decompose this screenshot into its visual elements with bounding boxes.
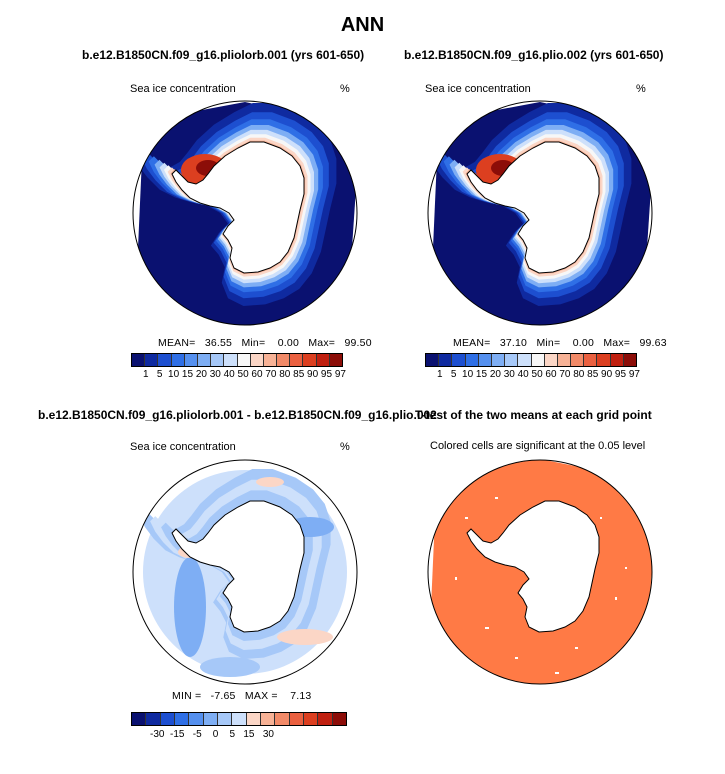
colorbar-swatch [543,354,557,366]
colorbar-swatch [328,354,342,366]
colorbar-swatch [170,354,184,366]
panel3-title: b.e12.B1850CN.f09_g16.pliolorb.001 - b.e… [38,408,437,422]
colorbar-swatch [288,713,303,725]
panel3-map [132,459,358,685]
colorbar-swatch [504,354,518,366]
colorbar-swatch [145,713,160,725]
colorbar-swatch [490,354,505,366]
colorbar-swatch [302,354,316,366]
colorbar-swatch [530,354,544,366]
colorbar-swatch [289,354,303,366]
colorbar-swatch [556,354,571,366]
colorbar-swatch [464,354,478,366]
panel3-colorbar [131,712,347,726]
colorbar-swatch [570,354,584,366]
colorbar-swatch [622,354,636,366]
panel3-variable: Sea ice concentration [130,441,236,453]
colorbar-swatch [188,713,203,725]
figure-title: ANN [340,14,385,36]
panel1-units: % [340,83,350,95]
panel4-map [427,459,653,685]
colorbar-swatch [438,354,452,366]
colorbar-swatch [477,354,491,366]
panel2-units: % [636,83,646,95]
panel4-subtitle: Colored cells are significant at the 0.0… [430,440,646,452]
panel1-variable: Sea ice concentration [130,83,236,95]
panel1-colorbar-labels: 1 5 10 15 20 30 40 50 60 70 80 85 90 95 … [143,369,346,380]
panel1-colorbar [131,353,343,367]
colorbar-swatch [236,354,250,366]
colorbar-swatch [183,354,197,366]
panel1-title: b.e12.B1850CN.f09_g16.pliolorb.001 (yrs … [82,48,365,62]
colorbar-swatch [451,354,465,366]
colorbar-swatch [302,713,318,725]
colorbar-swatch [262,354,277,366]
colorbar-swatch [517,354,531,366]
colorbar-swatch [144,354,158,366]
panel4-title: T-test of the two means at each grid poi… [415,408,652,422]
panel1-stats: MEAN= 36.55 Min= 0.00 Max= 99.50 [158,337,372,349]
panel3-stats: MIN = -7.65 MAX = 7.13 [172,690,312,702]
colorbar-swatch [315,354,329,366]
panel3-units: % [340,441,350,453]
colorbar-swatch [596,354,610,366]
colorbar-swatch [245,713,260,725]
colorbar-swatch [274,713,289,725]
colorbar-swatch [202,713,217,725]
colorbar-swatch [159,713,174,725]
colorbar-swatch [173,713,189,725]
colorbar-swatch [196,354,211,366]
colorbar-swatch [276,354,290,366]
panel2-colorbar [425,353,637,367]
panel2-variable: Sea ice concentration [425,83,531,95]
colorbar-swatch [223,354,237,366]
panel3-colorbar-labels: -30 -15 -5 0 5 15 30 [150,729,274,740]
colorbar-swatch [583,354,597,366]
colorbar-swatch [317,713,332,725]
colorbar-swatch [231,713,246,725]
colorbar-swatch [331,713,346,725]
panel1-map [132,100,358,326]
colorbar-swatch [132,713,146,725]
colorbar-swatch [210,354,224,366]
colorbar-swatch [426,354,439,366]
panel2-stats: MEAN= 37.10 Min= 0.00 Max= 99.63 [453,337,667,349]
panel2-colorbar-labels: 1 5 10 15 20 30 40 50 60 70 80 85 90 95 … [437,369,640,380]
colorbar-swatch [609,354,623,366]
colorbar-swatch [132,354,145,366]
colorbar-swatch [249,354,263,366]
panel2-map [427,100,653,326]
colorbar-swatch [259,713,275,725]
panel2-title: b.e12.B1850CN.f09_g16.plio.002 (yrs 601-… [404,48,664,62]
colorbar-swatch [157,354,171,366]
colorbar-swatch [216,713,232,725]
